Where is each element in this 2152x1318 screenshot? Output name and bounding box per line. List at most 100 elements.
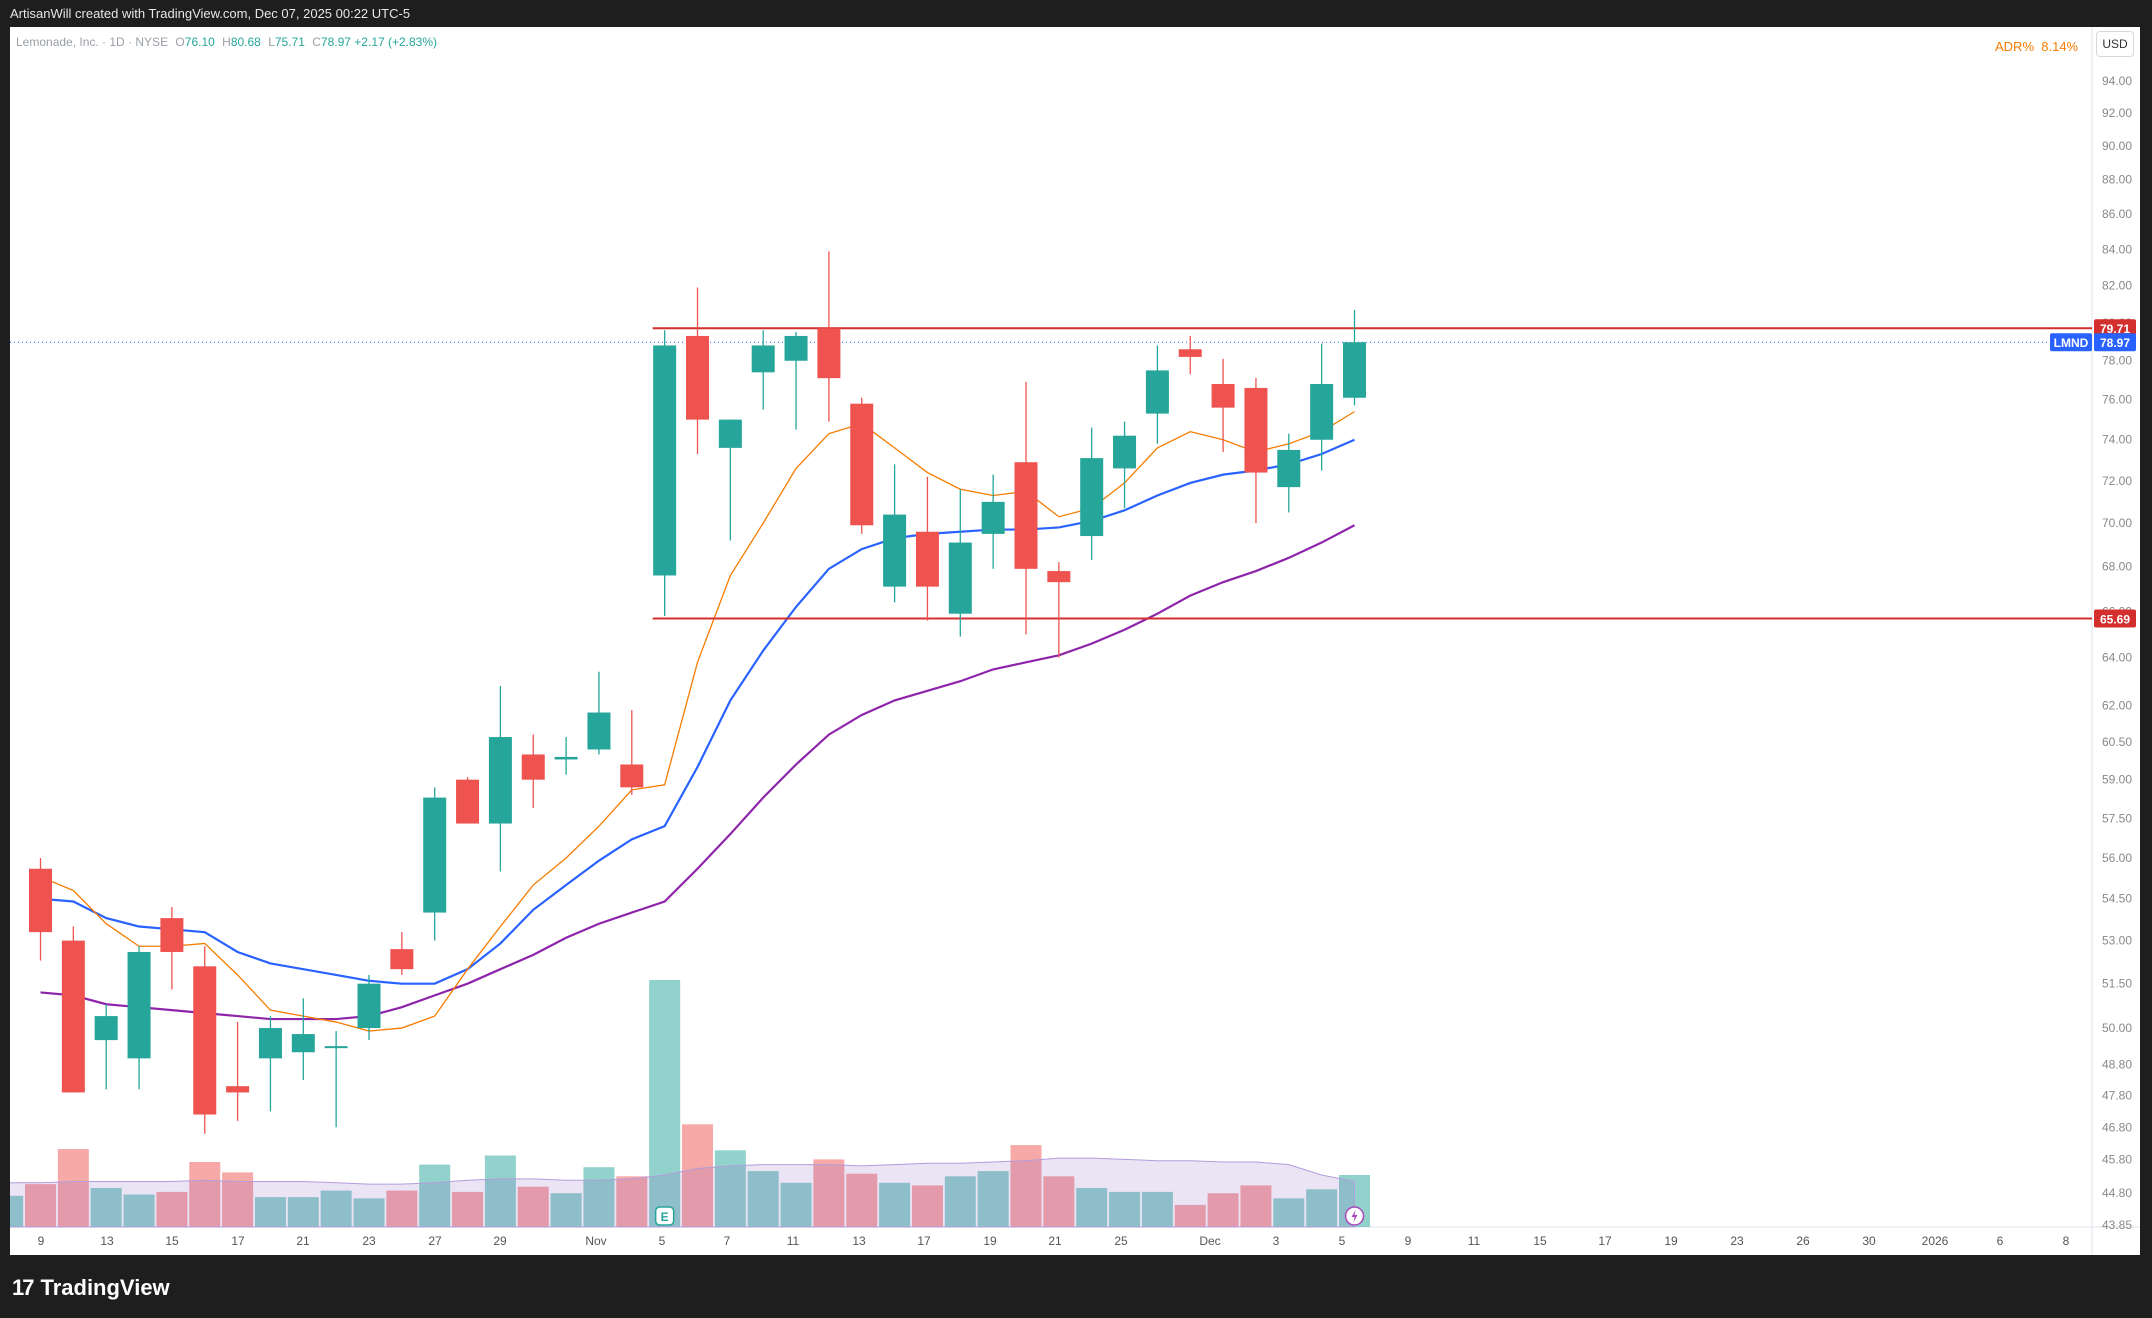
volume-bar xyxy=(1043,1176,1075,1227)
x-tick-label: 3 xyxy=(1273,1234,1280,1248)
volume-bar xyxy=(846,1173,878,1227)
y-tick-label: 76.00 xyxy=(2102,393,2132,407)
y-tick-label: 72.00 xyxy=(2102,474,2132,488)
tradingview-logo[interactable]: 17 TradingView xyxy=(12,1275,170,1301)
volume-bar xyxy=(1207,1193,1239,1227)
last-symbol-label: LMND xyxy=(2054,336,2089,350)
candle-body xyxy=(390,949,414,970)
volume-bar xyxy=(452,1191,484,1227)
candle-body xyxy=(817,328,841,379)
candle-body xyxy=(1211,384,1235,408)
y-tick-label: 88.00 xyxy=(2102,173,2132,187)
close-label: C xyxy=(312,35,321,49)
adr-value: 8.14% xyxy=(2041,39,2079,54)
y-tick-label: 68.00 xyxy=(2102,560,2132,574)
candle-body xyxy=(29,868,52,933)
candle-body xyxy=(456,779,480,824)
y-tick-label: 47.80 xyxy=(2102,1089,2132,1103)
y-tick-label: 46.80 xyxy=(2102,1120,2132,1134)
candle-body xyxy=(1244,387,1268,473)
volume-bar xyxy=(550,1193,582,1227)
open-value: 76.10 xyxy=(184,35,215,49)
y-tick-label: 51.50 xyxy=(2102,977,2132,991)
x-tick-label: 23 xyxy=(1730,1234,1744,1248)
volume-bar xyxy=(419,1164,451,1227)
x-tick-label: 29 xyxy=(493,1234,507,1248)
y-tick-label: 53.00 xyxy=(2102,934,2132,948)
volume-bar xyxy=(123,1194,155,1227)
volume-bar xyxy=(583,1167,615,1227)
last-price-label: 78.97 xyxy=(2100,336,2130,350)
x-tick-label: 6 xyxy=(1997,1234,2004,1248)
x-tick-label: 11 xyxy=(1468,1234,1481,1248)
support-price-label: 65.69 xyxy=(2100,612,2130,626)
ema-fast-line xyxy=(40,411,1355,1032)
last-symbol-tag xyxy=(2050,333,2092,352)
adr-indicator: ADR% 8.14% xyxy=(1995,39,2078,54)
x-tick-label: 15 xyxy=(1533,1234,1547,1248)
candle-body xyxy=(488,737,512,824)
volume-bar xyxy=(287,1197,319,1227)
flash-icon xyxy=(1351,1210,1358,1222)
volume-bar xyxy=(10,1195,24,1227)
volume-bar xyxy=(386,1190,418,1227)
volume-bar xyxy=(156,1191,188,1227)
candle-body xyxy=(751,345,775,373)
high-value: 80.68 xyxy=(230,35,261,49)
volume-bar xyxy=(254,1197,286,1227)
support-price-tag xyxy=(2094,609,2136,628)
ema-mid-line xyxy=(40,438,1355,985)
volume-bar xyxy=(1076,1188,1108,1227)
volume-bar xyxy=(1109,1191,1141,1227)
candle-body xyxy=(1178,349,1202,357)
y-tick-label: 54.50 xyxy=(2102,892,2132,906)
x-tick-label: 9 xyxy=(38,1234,45,1248)
price-chart[interactable]: E94.0092.0090.0088.0086.0084.0082.0080.0… xyxy=(10,27,2140,1255)
volume-bar xyxy=(747,1171,779,1227)
candle-body xyxy=(850,403,874,526)
volume-bar xyxy=(1240,1185,1272,1227)
y-tick-label: 70.00 xyxy=(2102,516,2132,530)
candle-body xyxy=(193,966,217,1115)
candle-body xyxy=(554,756,578,760)
y-tick-label: 64.00 xyxy=(2102,651,2132,665)
volume-bar xyxy=(813,1159,845,1227)
candle-body xyxy=(686,335,709,420)
open-label: O xyxy=(175,35,185,49)
y-tick-label: 94.00 xyxy=(2102,74,2132,88)
attribution-text: ArtisanWill created with TradingView.com… xyxy=(10,6,411,21)
candle-body xyxy=(1047,571,1071,583)
candle-body xyxy=(1343,342,1366,398)
candle-body xyxy=(1080,458,1104,537)
volume-bar xyxy=(189,1162,221,1227)
x-tick-label: 26 xyxy=(1796,1234,1810,1248)
volume-bar xyxy=(682,1124,713,1227)
candle-body xyxy=(1113,435,1137,469)
y-tick-label: 78.00 xyxy=(2102,354,2132,368)
adr-label: ADR% xyxy=(1995,39,2035,54)
chart-panel[interactable]: E94.0092.0090.0088.0086.0084.0082.0080.0… xyxy=(10,27,2140,1255)
y-tick-label: 44.80 xyxy=(2102,1186,2132,1200)
candle-body xyxy=(61,940,85,1093)
volume-bar xyxy=(517,1186,549,1227)
currency-button[interactable]: USD xyxy=(2096,31,2134,57)
y-tick-label: 86.00 xyxy=(2102,207,2132,221)
volume-bar xyxy=(780,1182,812,1227)
low-label: L xyxy=(268,35,275,49)
candle-body xyxy=(127,951,151,1059)
x-tick-label: 23 xyxy=(362,1234,376,1248)
candle-body xyxy=(357,983,381,1029)
volume-bar xyxy=(1174,1204,1206,1227)
candle-body xyxy=(620,764,644,788)
volume-bar xyxy=(320,1190,352,1227)
candle-body xyxy=(915,531,939,587)
candle-body xyxy=(291,1034,315,1053)
y-tick-label: 57.50 xyxy=(2102,811,2132,825)
x-tick-label: 13 xyxy=(100,1234,114,1248)
candle-body xyxy=(1145,370,1169,414)
volume-bar xyxy=(616,1176,648,1227)
candle-body xyxy=(653,345,677,576)
top-attribution-bar: ArtisanWill created with TradingView.com… xyxy=(0,0,2152,27)
candle-body xyxy=(1014,462,1038,569)
y-tick-label: 43.85 xyxy=(2102,1218,2132,1232)
